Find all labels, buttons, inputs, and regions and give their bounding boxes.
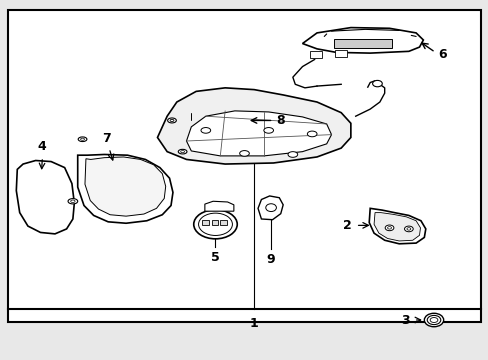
- Polygon shape: [258, 196, 283, 220]
- Text: 5: 5: [211, 251, 220, 264]
- Ellipse shape: [424, 313, 443, 327]
- Text: 2: 2: [343, 219, 351, 232]
- Polygon shape: [204, 201, 233, 211]
- Ellipse shape: [429, 318, 437, 323]
- Ellipse shape: [180, 150, 184, 153]
- Ellipse shape: [71, 200, 75, 203]
- Text: 7: 7: [102, 131, 111, 145]
- Ellipse shape: [404, 226, 412, 232]
- Text: 9: 9: [266, 253, 275, 266]
- Ellipse shape: [239, 150, 249, 156]
- Ellipse shape: [265, 204, 276, 212]
- Bar: [202, 220, 208, 225]
- Ellipse shape: [307, 131, 316, 137]
- Bar: [309, 51, 321, 58]
- Ellipse shape: [167, 118, 176, 123]
- Bar: [333, 39, 391, 48]
- Bar: [335, 50, 346, 57]
- Polygon shape: [181, 110, 250, 131]
- Bar: [220, 220, 226, 225]
- Text: 6: 6: [437, 48, 446, 61]
- Ellipse shape: [170, 120, 174, 122]
- Ellipse shape: [287, 152, 297, 157]
- FancyBboxPatch shape: [8, 10, 480, 322]
- Ellipse shape: [372, 80, 382, 87]
- Polygon shape: [302, 28, 423, 53]
- Ellipse shape: [198, 213, 232, 235]
- Ellipse shape: [385, 225, 393, 231]
- Text: 4: 4: [37, 140, 46, 153]
- Polygon shape: [16, 161, 74, 234]
- Polygon shape: [368, 208, 425, 244]
- Polygon shape: [78, 154, 173, 223]
- Ellipse shape: [264, 127, 273, 133]
- Text: 3: 3: [400, 314, 409, 327]
- Text: 1: 1: [249, 317, 258, 330]
- Ellipse shape: [193, 210, 237, 239]
- Ellipse shape: [81, 138, 84, 140]
- Polygon shape: [373, 213, 420, 241]
- Ellipse shape: [427, 315, 440, 325]
- Polygon shape: [186, 111, 331, 156]
- Ellipse shape: [387, 226, 391, 229]
- Text: 8: 8: [275, 114, 284, 127]
- Ellipse shape: [78, 137, 87, 141]
- Ellipse shape: [201, 127, 210, 133]
- Bar: [211, 220, 218, 225]
- Ellipse shape: [406, 228, 410, 230]
- Polygon shape: [85, 157, 165, 216]
- Ellipse shape: [178, 149, 186, 154]
- Polygon shape: [157, 88, 350, 164]
- Ellipse shape: [68, 199, 78, 204]
